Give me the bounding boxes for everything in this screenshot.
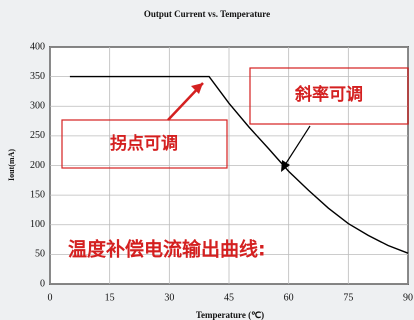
y-tick-label: 0 xyxy=(40,278,45,289)
y-tick-label: 350 xyxy=(30,71,45,82)
y-tick-label: 250 xyxy=(30,130,45,141)
x-axis-label: Temperature (℃) xyxy=(196,310,264,320)
grid xyxy=(49,46,409,285)
annotation: 斜率可调 xyxy=(294,84,363,105)
x-tick-label: 90 xyxy=(403,292,413,303)
y-tick-label: 100 xyxy=(30,219,45,230)
x-tick-label: 30 xyxy=(164,292,174,303)
annotation: 拐点可调 xyxy=(110,133,178,154)
annotation-arrowhead xyxy=(191,83,203,94)
x-tick-label: 15 xyxy=(105,292,115,303)
y-tick-label: 200 xyxy=(30,160,45,171)
x-tick-label: 0 xyxy=(48,292,53,303)
annotation-box xyxy=(61,119,228,169)
annotation-box xyxy=(249,67,409,125)
x-tick-label: 60 xyxy=(284,292,294,303)
annotation-arrow xyxy=(282,125,311,169)
y-tick-label: 50 xyxy=(35,249,45,260)
y-tick-label: 150 xyxy=(30,189,45,200)
annotation: 温度补偿电流输出曲线: xyxy=(68,238,266,261)
line xyxy=(69,75,409,254)
x-tick-label: 45 xyxy=(224,292,234,303)
y-axis-label: Iout(mA) xyxy=(7,149,16,181)
x-tick-label: 75 xyxy=(343,292,353,303)
y-tick-label: 400 xyxy=(30,41,45,52)
chart-title: Output Current vs. Temperature xyxy=(144,9,270,19)
y-tick-label: 300 xyxy=(30,101,45,112)
annotation-arrowhead xyxy=(281,160,290,172)
